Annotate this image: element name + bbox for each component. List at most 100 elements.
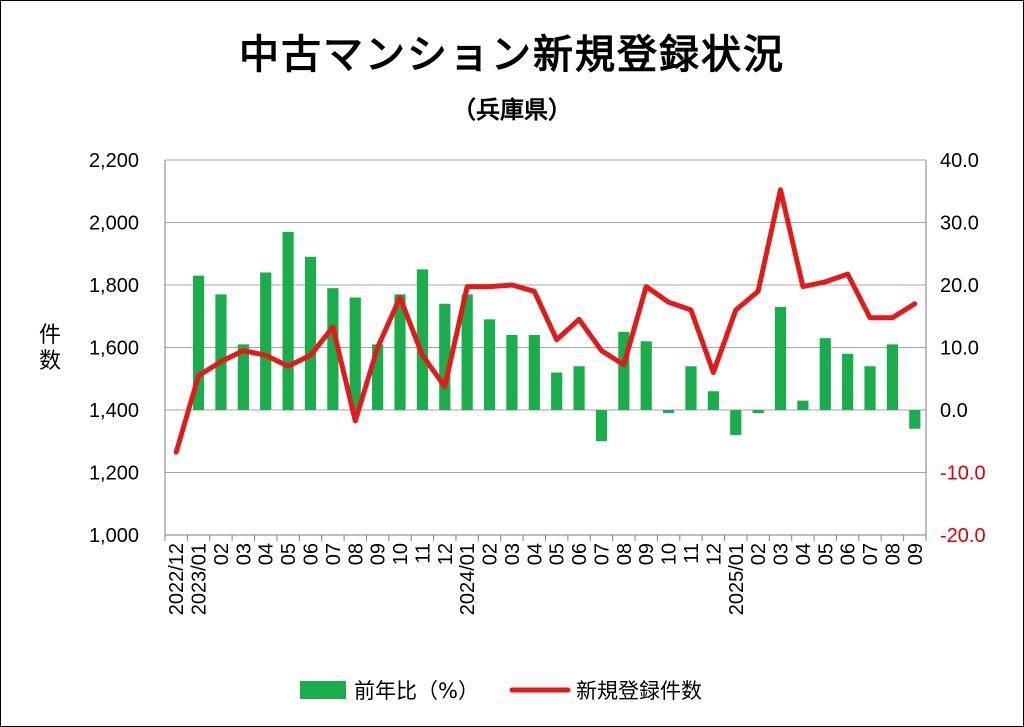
line-point [219, 360, 223, 364]
x-tick-label: 08 [882, 543, 904, 565]
legend-swatch-bar [300, 681, 346, 699]
bar [260, 272, 272, 410]
x-tick-label: 2025/01 [726, 543, 748, 615]
bar [819, 338, 831, 410]
line-point [734, 308, 738, 312]
bar [327, 288, 339, 410]
x-tick-label: 02 [211, 543, 233, 565]
bar [909, 410, 921, 429]
x-tick-label: 02 [748, 543, 770, 565]
right-tick-label: 40.0 [940, 150, 979, 172]
x-tick-label: 09 [905, 543, 927, 565]
bar [461, 294, 473, 410]
x-tick-label: 04 [793, 543, 815, 565]
bar-series [192, 231, 921, 442]
bar [237, 344, 249, 410]
line-point [420, 353, 424, 357]
line-point [644, 285, 648, 289]
line-point [846, 272, 850, 276]
x-tick-label: 03 [502, 543, 524, 565]
x-tick-label: 11 [412, 543, 434, 564]
bar [797, 400, 809, 410]
line-series [173, 187, 918, 455]
bar [372, 344, 384, 410]
bar [730, 410, 742, 435]
x-tick-label: 2022/12 [166, 543, 188, 615]
x-tick-label: 04 [256, 543, 278, 565]
left-axis-ticks: 1,000 1,200 1,400 1,600 1,800 2,000 2,200 [89, 150, 139, 547]
legend-label-bar: 前年比（%） [354, 679, 479, 703]
bar [349, 297, 361, 410]
bar [774, 306, 787, 410]
line-point [241, 349, 245, 353]
line-point [890, 316, 894, 320]
bar [416, 269, 428, 410]
line-point [667, 300, 671, 304]
x-tick-label: 05 [815, 543, 837, 565]
left-tick-label: 1,600 [89, 338, 139, 360]
x-tick-label: 06 [838, 543, 860, 565]
left-tick-label: 1,800 [89, 275, 139, 297]
x-tick-label: 04 [524, 543, 546, 565]
x-tick-label: 09 [636, 543, 658, 565]
y-axis-label: 件数 [39, 323, 61, 374]
x-tick-label: 2023/01 [189, 543, 211, 615]
bar [685, 366, 697, 410]
left-tick-label: 1,000 [89, 525, 139, 547]
x-tick-label: 05 [547, 543, 569, 565]
x-tick-label: 03 [771, 543, 793, 565]
line-point [913, 302, 917, 306]
right-tick-label: -10.0 [940, 463, 986, 485]
line-point [465, 285, 469, 289]
x-tick-label: 03 [233, 543, 255, 565]
x-tick-label: 07 [323, 543, 345, 565]
line-point [286, 364, 290, 368]
line-point [264, 353, 268, 357]
bar [640, 341, 652, 410]
bar [752, 410, 764, 414]
x-tick-label: 10 [659, 543, 681, 565]
line-path [173, 187, 918, 455]
right-tick-label: 30.0 [940, 213, 979, 235]
gridlines [165, 159, 926, 536]
bar [506, 335, 518, 410]
line-point [689, 308, 693, 312]
x-tick-label: 06 [300, 543, 322, 565]
x-tick-label: 07 [860, 543, 882, 565]
bar [864, 366, 876, 410]
legend-label-line: 新規登録件数 [576, 679, 702, 703]
bar [573, 366, 585, 410]
line-point [599, 349, 603, 353]
line-point [353, 419, 357, 423]
bar [595, 410, 608, 442]
line-point [510, 283, 514, 287]
line-point [622, 363, 626, 367]
x-tick-label: 2024/01 [457, 543, 479, 615]
bar [192, 275, 205, 410]
bar [707, 391, 719, 410]
line-point [823, 280, 827, 284]
x-tick-label: 12 [435, 543, 457, 565]
bar [304, 256, 317, 410]
bar [842, 353, 854, 410]
x-tick-label: 02 [480, 543, 502, 565]
bar [394, 294, 406, 410]
bar [618, 331, 630, 410]
line-point [555, 338, 559, 342]
bar [215, 294, 227, 410]
left-tick-label: 1,400 [89, 400, 139, 422]
line-point [308, 353, 312, 357]
line-point [801, 285, 805, 289]
bar [439, 303, 451, 410]
line-point [779, 188, 783, 192]
bar [528, 335, 540, 410]
bar [886, 344, 899, 410]
line-point [376, 346, 380, 349]
right-tick-label: 10.0 [940, 338, 979, 360]
line-point [174, 450, 178, 454]
x-axis-ticks: 2022/12 2023/01 02 03 04 05 06 07 08 09 10 11 12 2024… [166, 543, 927, 615]
line-point [443, 385, 447, 389]
left-tick-label: 1,200 [89, 463, 139, 485]
bar [282, 231, 294, 410]
